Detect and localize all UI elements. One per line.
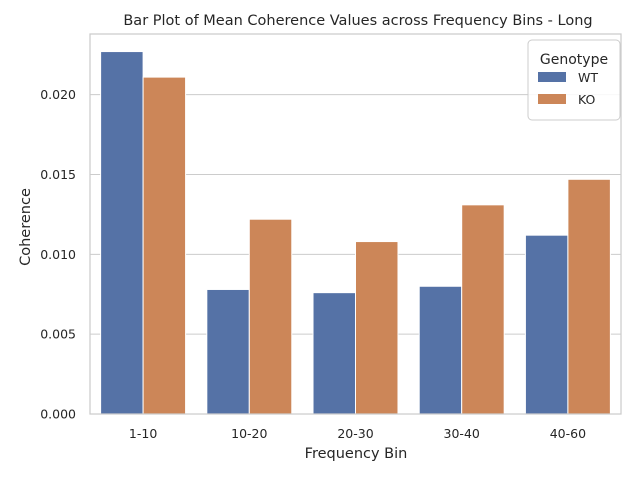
legend-items: WT KO [538,70,598,107]
tick-layer: 0.000 0.005 0.010 0.015 0.020 1-10 10-20 20-30 3… [40,87,586,441]
legend-label-wt: WT [578,70,598,85]
bar-wt-30-40 [418,285,463,415]
x-tick-label: 40-60 [550,426,586,441]
y-tick-label: 0.000 [40,407,76,422]
y-tick-label: 0.015 [40,167,76,182]
x-tick-label: 20-30 [337,426,373,441]
x-axis-label: Frequency Bin [305,446,408,462]
bar-wt-40-60 [524,234,569,415]
legend-label-ko: KO [578,92,596,107]
legend-swatch-ko [538,94,566,104]
bar-wt-1-10 [100,51,144,415]
y-axis-label: Coherence [18,188,34,266]
legend-title: Genotype [540,52,608,68]
legend-swatch-wt [538,72,566,82]
y-tick-label: 0.005 [40,327,76,342]
x-tick-label: 10-20 [231,426,267,441]
spine-layer [89,33,622,415]
y-tick-label: 0.010 [40,247,76,262]
bar-ko-1-10 [142,76,187,415]
bar-wt-10-20 [206,288,250,415]
bar-ko-30-40 [461,204,505,415]
bar-layer [100,51,611,415]
bar-ko-20-30 [355,241,399,415]
x-tick-label: 30-40 [444,426,480,441]
bar-wt-20-30 [312,292,356,415]
chart-title: Bar Plot of Mean Coherence Values across… [123,13,592,29]
bar-ko-10-20 [248,218,293,415]
y-tick-label: 0.020 [40,87,76,102]
legend: Genotype WT KO [527,39,621,121]
x-tick-label: 1-10 [129,426,157,441]
bar-ko-40-60 [567,178,611,415]
plot-frame [89,33,622,415]
